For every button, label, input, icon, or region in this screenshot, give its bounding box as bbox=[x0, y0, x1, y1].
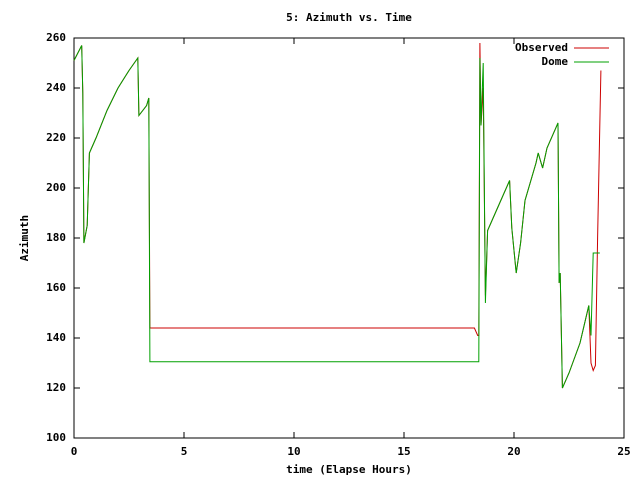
y-tick-label: 240 bbox=[46, 81, 66, 94]
y-tick-label: 180 bbox=[46, 231, 66, 244]
y-tick-label: 120 bbox=[46, 381, 66, 394]
y-tick-label: 220 bbox=[46, 131, 66, 144]
y-tick-label: 100 bbox=[46, 431, 66, 444]
x-tick-label: 25 bbox=[617, 445, 630, 458]
x-tick-label: 20 bbox=[507, 445, 520, 458]
y-tick-label: 260 bbox=[46, 31, 66, 44]
x-tick-label: 10 bbox=[287, 445, 300, 458]
data-line bbox=[73, 45, 600, 389]
x-axis-label: time (Elapse Hours) bbox=[286, 463, 412, 476]
y-tick-label: 200 bbox=[46, 181, 66, 194]
x-tick-label: 15 bbox=[397, 445, 410, 458]
y-tick-label: 140 bbox=[46, 331, 66, 344]
x-tick-label: 5 bbox=[181, 445, 188, 458]
y-axis-label: Azimuth bbox=[18, 215, 31, 261]
legend-label: Observed bbox=[515, 41, 568, 54]
x-tick-label: 0 bbox=[71, 445, 78, 458]
chart-title: 5: Azimuth vs. Time bbox=[286, 11, 412, 24]
legend-label: Dome bbox=[542, 55, 569, 68]
y-tick-label: 160 bbox=[46, 281, 66, 294]
